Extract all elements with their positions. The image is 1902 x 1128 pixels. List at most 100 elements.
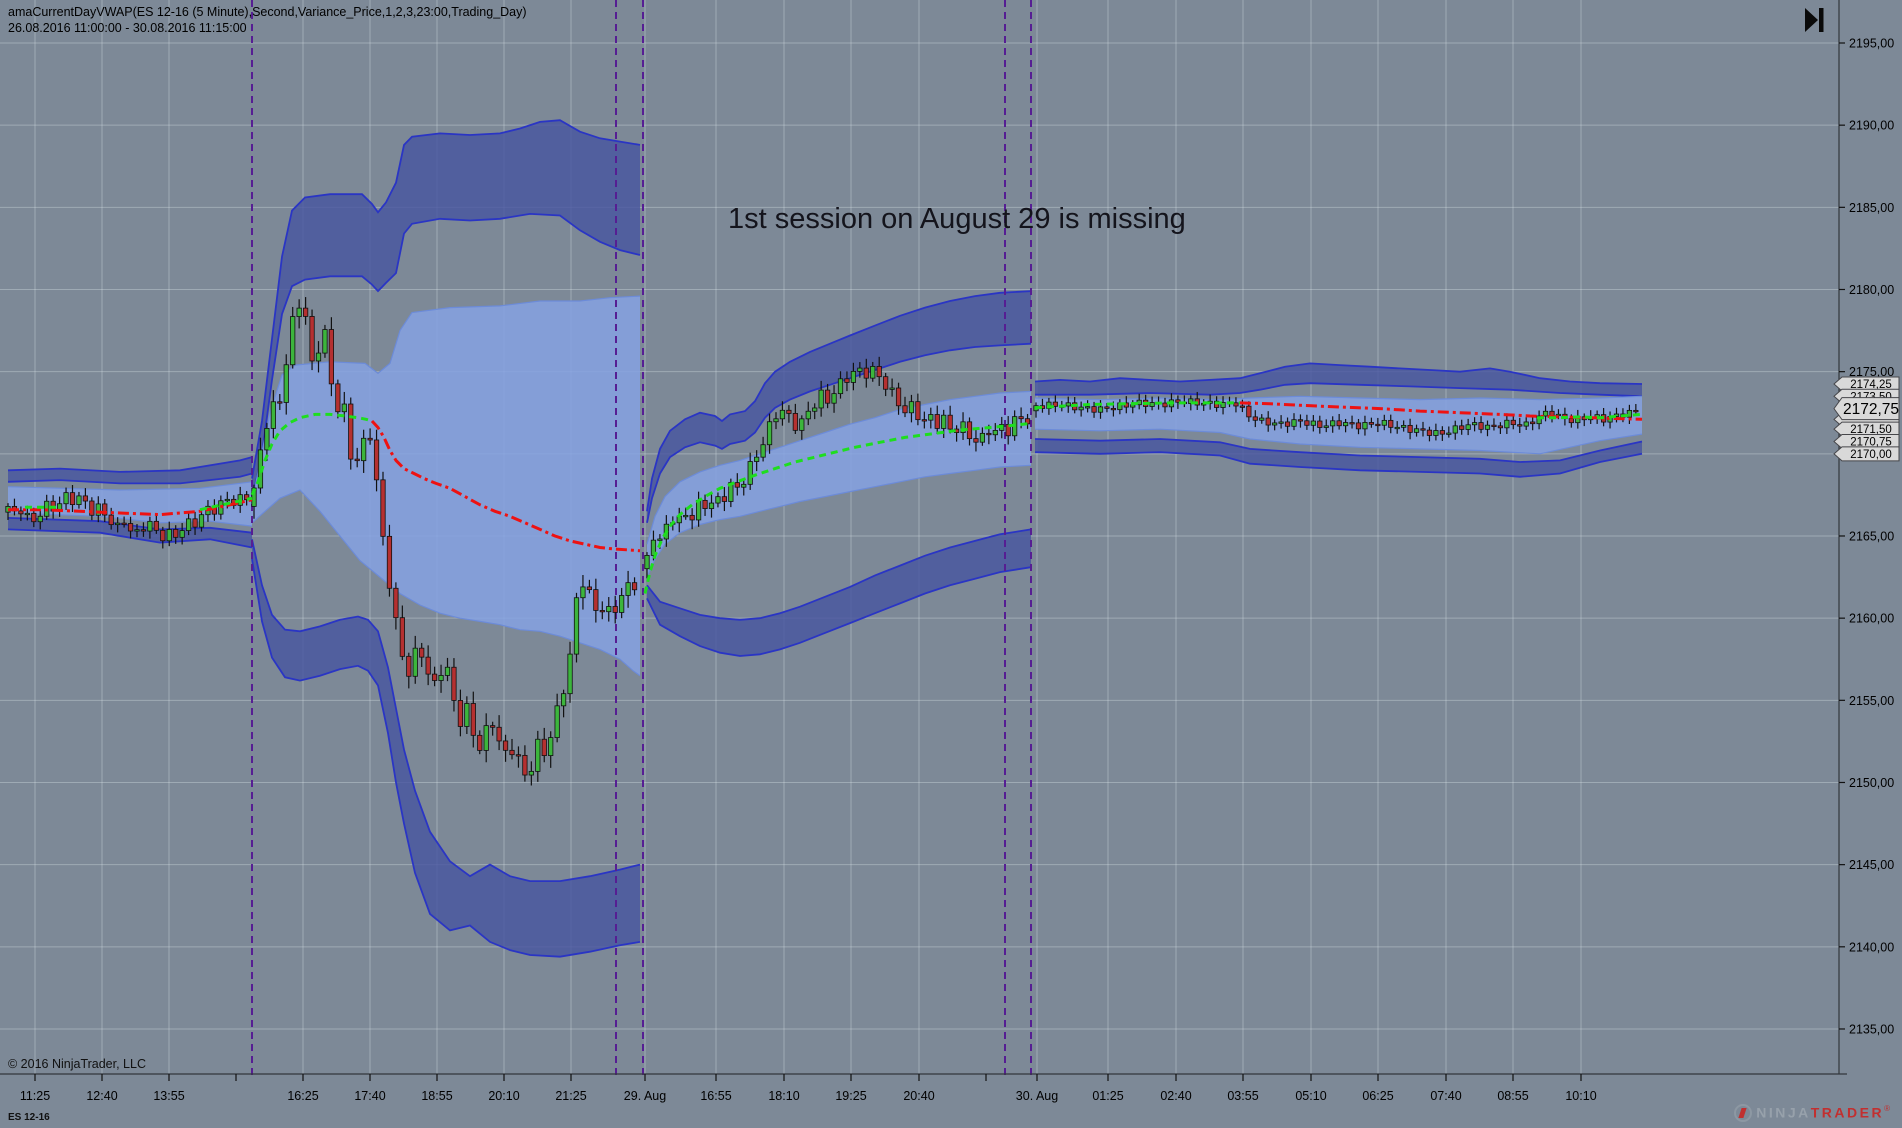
- candle-body: [1330, 420, 1336, 427]
- candle-body: [37, 515, 43, 523]
- candle-body: [1542, 410, 1549, 417]
- candle-body: [328, 329, 335, 385]
- candle-body: [1549, 410, 1555, 417]
- candle-body: [1426, 429, 1433, 436]
- dark-band-lower-edge: [7, 528, 253, 549]
- candle-body: [1355, 422, 1362, 430]
- candle-body: [399, 617, 405, 657]
- time-axis-label: 17:40: [354, 1089, 385, 1103]
- candle-body: [554, 705, 560, 738]
- candle-body: [1297, 419, 1304, 422]
- candle-body: [1394, 426, 1400, 430]
- price-axis-label: 2160,00: [1849, 612, 1894, 626]
- candle-body: [515, 754, 522, 757]
- dark-band-lower-edge: [1034, 451, 1643, 478]
- candle-body: [1188, 398, 1194, 404]
- candle-body: [1536, 415, 1542, 425]
- candle-body: [302, 307, 309, 317]
- candle-body: [270, 401, 276, 429]
- candle-body: [1149, 402, 1155, 407]
- candle-body: [921, 419, 927, 422]
- candle-body: [1304, 420, 1310, 426]
- candle-body: [140, 529, 147, 532]
- dark-band-lower-edge: [251, 212, 641, 500]
- candle-body: [502, 740, 509, 751]
- time-axis-label: 18:55: [421, 1089, 452, 1103]
- candle-body: [734, 482, 740, 488]
- candle-body: [386, 535, 393, 589]
- candle-body: [147, 520, 153, 532]
- candle-body: [1265, 417, 1271, 426]
- price-axis-label: 2150,00: [1849, 776, 1894, 790]
- candle-body: [528, 770, 534, 776]
- dark-variance-band: [8, 457, 252, 484]
- dark-band-upper-edge: [1034, 438, 1643, 463]
- candle-body: [1626, 409, 1632, 418]
- candle-body: [1052, 401, 1058, 407]
- time-axis-label: 13:55: [153, 1089, 184, 1103]
- current-day-vwap-line-green: [199, 496, 253, 512]
- candle-body: [908, 401, 915, 414]
- candle-body: [1523, 421, 1529, 427]
- candle-body: [406, 655, 412, 677]
- vwap-line-red: [1239, 401, 1643, 421]
- candle-body: [708, 502, 715, 509]
- light-band-upper-edge: [1034, 395, 1643, 401]
- candle-body: [185, 518, 192, 531]
- time-axis-label: 01:25: [1092, 1089, 1123, 1103]
- vwap-line-red: [8, 498, 253, 517]
- candle-body: [850, 370, 857, 383]
- candle-body: [586, 586, 593, 591]
- dark-band-lower-edge: [251, 558, 641, 958]
- light-band-lower-edge: [251, 489, 641, 677]
- candle-body: [1407, 424, 1413, 433]
- candle-body: [108, 514, 114, 526]
- candle-body: [1465, 424, 1471, 430]
- candle-body: [1336, 420, 1342, 427]
- candle-body: [747, 461, 753, 485]
- dark-band-lower-edge: [1035, 382, 1643, 398]
- candle-body: [715, 496, 721, 504]
- candle-body: [650, 539, 657, 556]
- candle-body: [438, 675, 444, 681]
- candle-body: [277, 401, 283, 404]
- candle-body: [863, 367, 869, 379]
- candle-body: [290, 316, 296, 366]
- candle-body: [198, 514, 205, 528]
- time-axis-label: 18:10: [768, 1089, 799, 1103]
- price-axis-label: 2135,00: [1849, 1022, 1894, 1036]
- candle-body: [1401, 424, 1407, 428]
- candle-body: [1420, 428, 1426, 431]
- candle-body: [1252, 416, 1258, 421]
- time-axis-label: 20:10: [488, 1089, 519, 1103]
- candle-body: [373, 439, 380, 481]
- candle-body: [625, 582, 631, 596]
- time-axis-label: 11:25: [20, 1089, 50, 1103]
- candle-body: [431, 673, 438, 681]
- candle-body: [322, 329, 328, 354]
- candle-body: [1220, 402, 1226, 408]
- candle-body: [309, 316, 315, 362]
- candle-body: [1259, 417, 1265, 421]
- candle-body: [928, 414, 934, 421]
- time-axis-label: 29. Aug: [624, 1089, 666, 1103]
- candle-body: [870, 366, 876, 379]
- time-axis-label: 16:55: [700, 1089, 731, 1103]
- candle-body: [127, 523, 134, 532]
- candle-body: [689, 514, 695, 521]
- candle-body: [1065, 402, 1071, 407]
- candle-body: [264, 428, 270, 451]
- price-axis-label: 2180,00: [1849, 283, 1894, 297]
- candle-body: [895, 387, 902, 407]
- candle-body: [760, 444, 766, 458]
- candle-body: [412, 647, 418, 677]
- candle-body: [644, 555, 650, 570]
- candle-body: [1284, 421, 1291, 427]
- candle-body: [876, 366, 882, 378]
- candle-body: [831, 393, 837, 404]
- dark-band-upper-edge: [251, 119, 641, 479]
- candle-body: [160, 529, 166, 542]
- go-to-last-bar-icon[interactable]: [1803, 6, 1829, 34]
